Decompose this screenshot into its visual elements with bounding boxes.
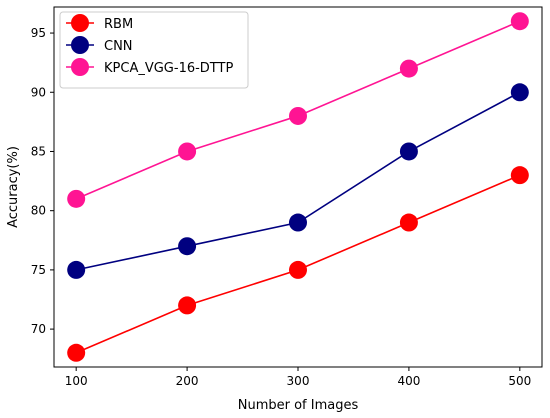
- x-tick-label: 500: [508, 374, 531, 388]
- legend-marker: [71, 58, 89, 76]
- x-axis-label: Number of Images: [238, 398, 359, 413]
- series-cnn: [67, 83, 529, 279]
- data-point: [510, 83, 529, 102]
- y-tick-label: 95: [31, 26, 46, 40]
- ticks-layer: 100 200 300 400 500 70 75 80 85 90 95: [31, 26, 532, 388]
- x-tick-label: 300: [287, 374, 310, 388]
- x-tick-label: 400: [397, 374, 420, 388]
- data-point: [510, 166, 529, 185]
- y-tick-label: 70: [31, 322, 46, 336]
- data-point: [399, 142, 418, 161]
- data-point: [510, 12, 529, 31]
- data-point: [178, 237, 197, 256]
- data-point: [399, 59, 418, 78]
- legend-marker: [71, 14, 89, 32]
- data-point: [67, 343, 86, 362]
- y-tick-label: 80: [31, 204, 46, 218]
- data-point: [289, 260, 307, 279]
- data-point: [399, 213, 418, 232]
- y-tick-label: 85: [31, 144, 46, 158]
- legend-label: KPCA_VGG-16-DTTP: [104, 61, 233, 76]
- legend-frame: [59, 11, 249, 89]
- y-tick-label: 90: [31, 85, 46, 99]
- series-rbm: [67, 166, 529, 362]
- y-axis-label: Accuracy(%): [6, 146, 21, 228]
- data-point: [289, 106, 307, 125]
- x-tick-label: 100: [65, 374, 88, 388]
- legend-item: KPCA_VGG-16-DTTP: [66, 58, 233, 76]
- series-layer: [67, 12, 529, 362]
- data-point: [67, 189, 86, 208]
- legend-item: RBM: [66, 14, 133, 32]
- data-point: [178, 142, 197, 161]
- data-point: [67, 260, 86, 279]
- legend: RBM CNN KPCA_VGG-16-DTTP: [59, 11, 249, 89]
- data-point: [178, 296, 197, 315]
- data-point: [289, 213, 307, 232]
- legend-label: RBM: [104, 17, 133, 32]
- legend-marker: [71, 36, 89, 54]
- x-tick-label: 200: [176, 374, 199, 388]
- legend-label: CNN: [104, 39, 133, 54]
- y-tick-label: 75: [31, 263, 46, 277]
- series-kpca-vgg-16-dttp: [67, 12, 529, 208]
- legend-item: CNN: [66, 36, 133, 54]
